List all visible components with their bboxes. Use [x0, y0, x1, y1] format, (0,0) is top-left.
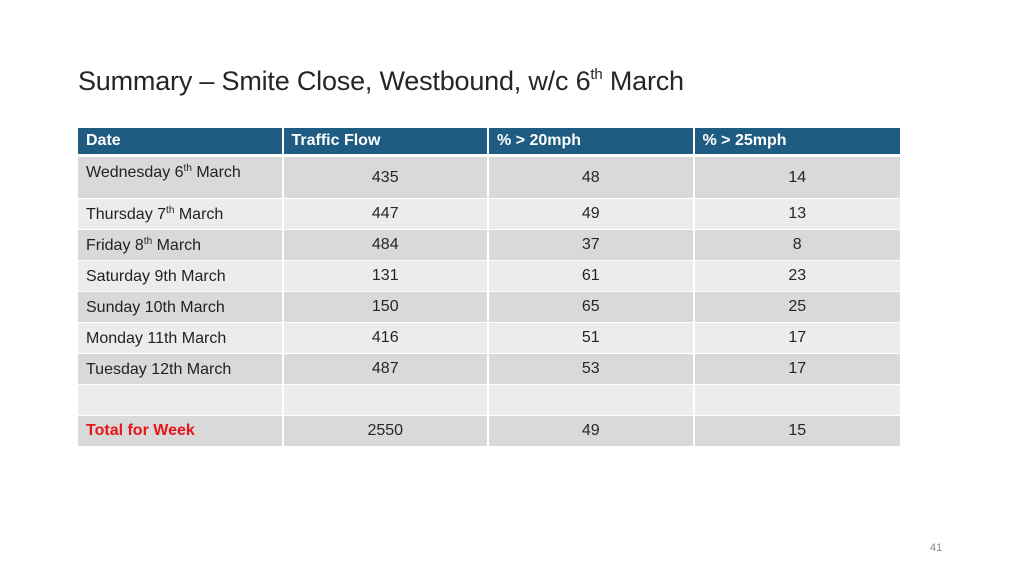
row-traffic-flow: 131	[283, 261, 489, 292]
blank-cell	[283, 385, 489, 416]
row-pct-over-20: 49	[489, 199, 695, 230]
blank-row	[78, 385, 900, 416]
row-pct-over-25: 23	[694, 261, 900, 292]
row-pct-over-25: 8	[694, 230, 900, 261]
row-date: Thursday 7th March	[78, 199, 284, 230]
row-traffic-flow: 484	[283, 230, 489, 261]
row-pct-over-20: 53	[489, 354, 695, 385]
row-pct-over-20: 51	[489, 323, 695, 354]
date-text: Sunday 10th March	[86, 298, 225, 316]
date-text: Thursday 7	[86, 205, 167, 223]
slide-title-prefix: Summary – Smite Close, Westbound, w/c 6	[78, 66, 591, 96]
date-ordinal: th	[166, 204, 175, 216]
slide-title: Summary – Smite Close, Westbound, w/c 6t…	[78, 66, 684, 97]
row-date: Saturday 9th March	[78, 261, 284, 292]
row-date: Tuesday 12th March	[78, 354, 284, 385]
blank-cell	[489, 385, 695, 416]
header-pct-over-20: % > 20mph	[489, 128, 695, 157]
total-label: Total for Week	[78, 416, 284, 447]
row-traffic-flow: 487	[283, 354, 489, 385]
row-date: Wednesday 6th March	[78, 157, 284, 199]
total-traffic-flow: 2550	[283, 416, 489, 447]
row-date: Friday 8th March	[78, 230, 284, 261]
date-text: Wednesday 6	[86, 164, 184, 181]
row-pct-over-25: 25	[694, 292, 900, 323]
date-month: March	[152, 236, 202, 254]
row-date: Monday 11th March	[78, 323, 284, 354]
row-traffic-flow: 150	[283, 292, 489, 323]
traffic-summary-table: Date Traffic Flow % > 20mph % > 25mph We…	[78, 128, 900, 447]
total-pct-over-25: 15	[694, 416, 900, 447]
table-row: Monday 11th March 416 51 17	[78, 323, 900, 354]
date-month: March	[191, 164, 241, 181]
blank-cell	[78, 385, 284, 416]
row-pct-over-25: 17	[694, 354, 900, 385]
table-row: Friday 8th March 484 37 8	[78, 230, 900, 261]
row-pct-over-25: 17	[694, 323, 900, 354]
row-pct-over-20: 65	[489, 292, 695, 323]
slide-title-suffix: March	[602, 66, 684, 96]
header-date: Date	[78, 128, 284, 157]
row-traffic-flow: 416	[283, 323, 489, 354]
date-ordinal: th	[143, 235, 153, 247]
table-row: Saturday 9th March 131 61 23	[78, 261, 900, 292]
row-pct-over-20: 48	[489, 157, 695, 199]
header-pct-over-25: % > 25mph	[694, 128, 900, 157]
blank-cell	[694, 385, 900, 416]
total-row: Total for Week 2550 49 15	[78, 416, 900, 447]
table-row: Sunday 10th March 150 65 25	[78, 292, 900, 323]
date-text: Friday 8	[86, 236, 144, 254]
row-pct-over-25: 13	[694, 199, 900, 230]
date-text: Tuesday 12th March	[86, 360, 232, 378]
row-traffic-flow: 447	[283, 199, 489, 230]
page-number: 41	[930, 542, 943, 554]
slide-title-superscript: th	[590, 66, 603, 83]
table-header-row: Date Traffic Flow % > 20mph % > 25mph	[78, 128, 900, 157]
total-pct-over-20: 49	[489, 416, 695, 447]
row-pct-over-25: 14	[694, 157, 900, 199]
row-pct-over-20: 37	[489, 230, 695, 261]
row-traffic-flow: 435	[283, 157, 489, 199]
header-traffic-flow: Traffic Flow	[283, 128, 489, 157]
date-month: March	[174, 205, 224, 223]
table-row: Wednesday 6th March 435 48 14	[78, 157, 900, 199]
row-date: Sunday 10th March	[78, 292, 284, 323]
date-text: Saturday 9th March	[86, 267, 226, 285]
table-row: Thursday 7th March 447 49 13	[78, 199, 900, 230]
row-pct-over-20: 61	[489, 261, 695, 292]
date-text: Monday 11th March	[86, 329, 227, 347]
date-ordinal: th	[183, 163, 192, 174]
table-row: Tuesday 12th March 487 53 17	[78, 354, 900, 385]
